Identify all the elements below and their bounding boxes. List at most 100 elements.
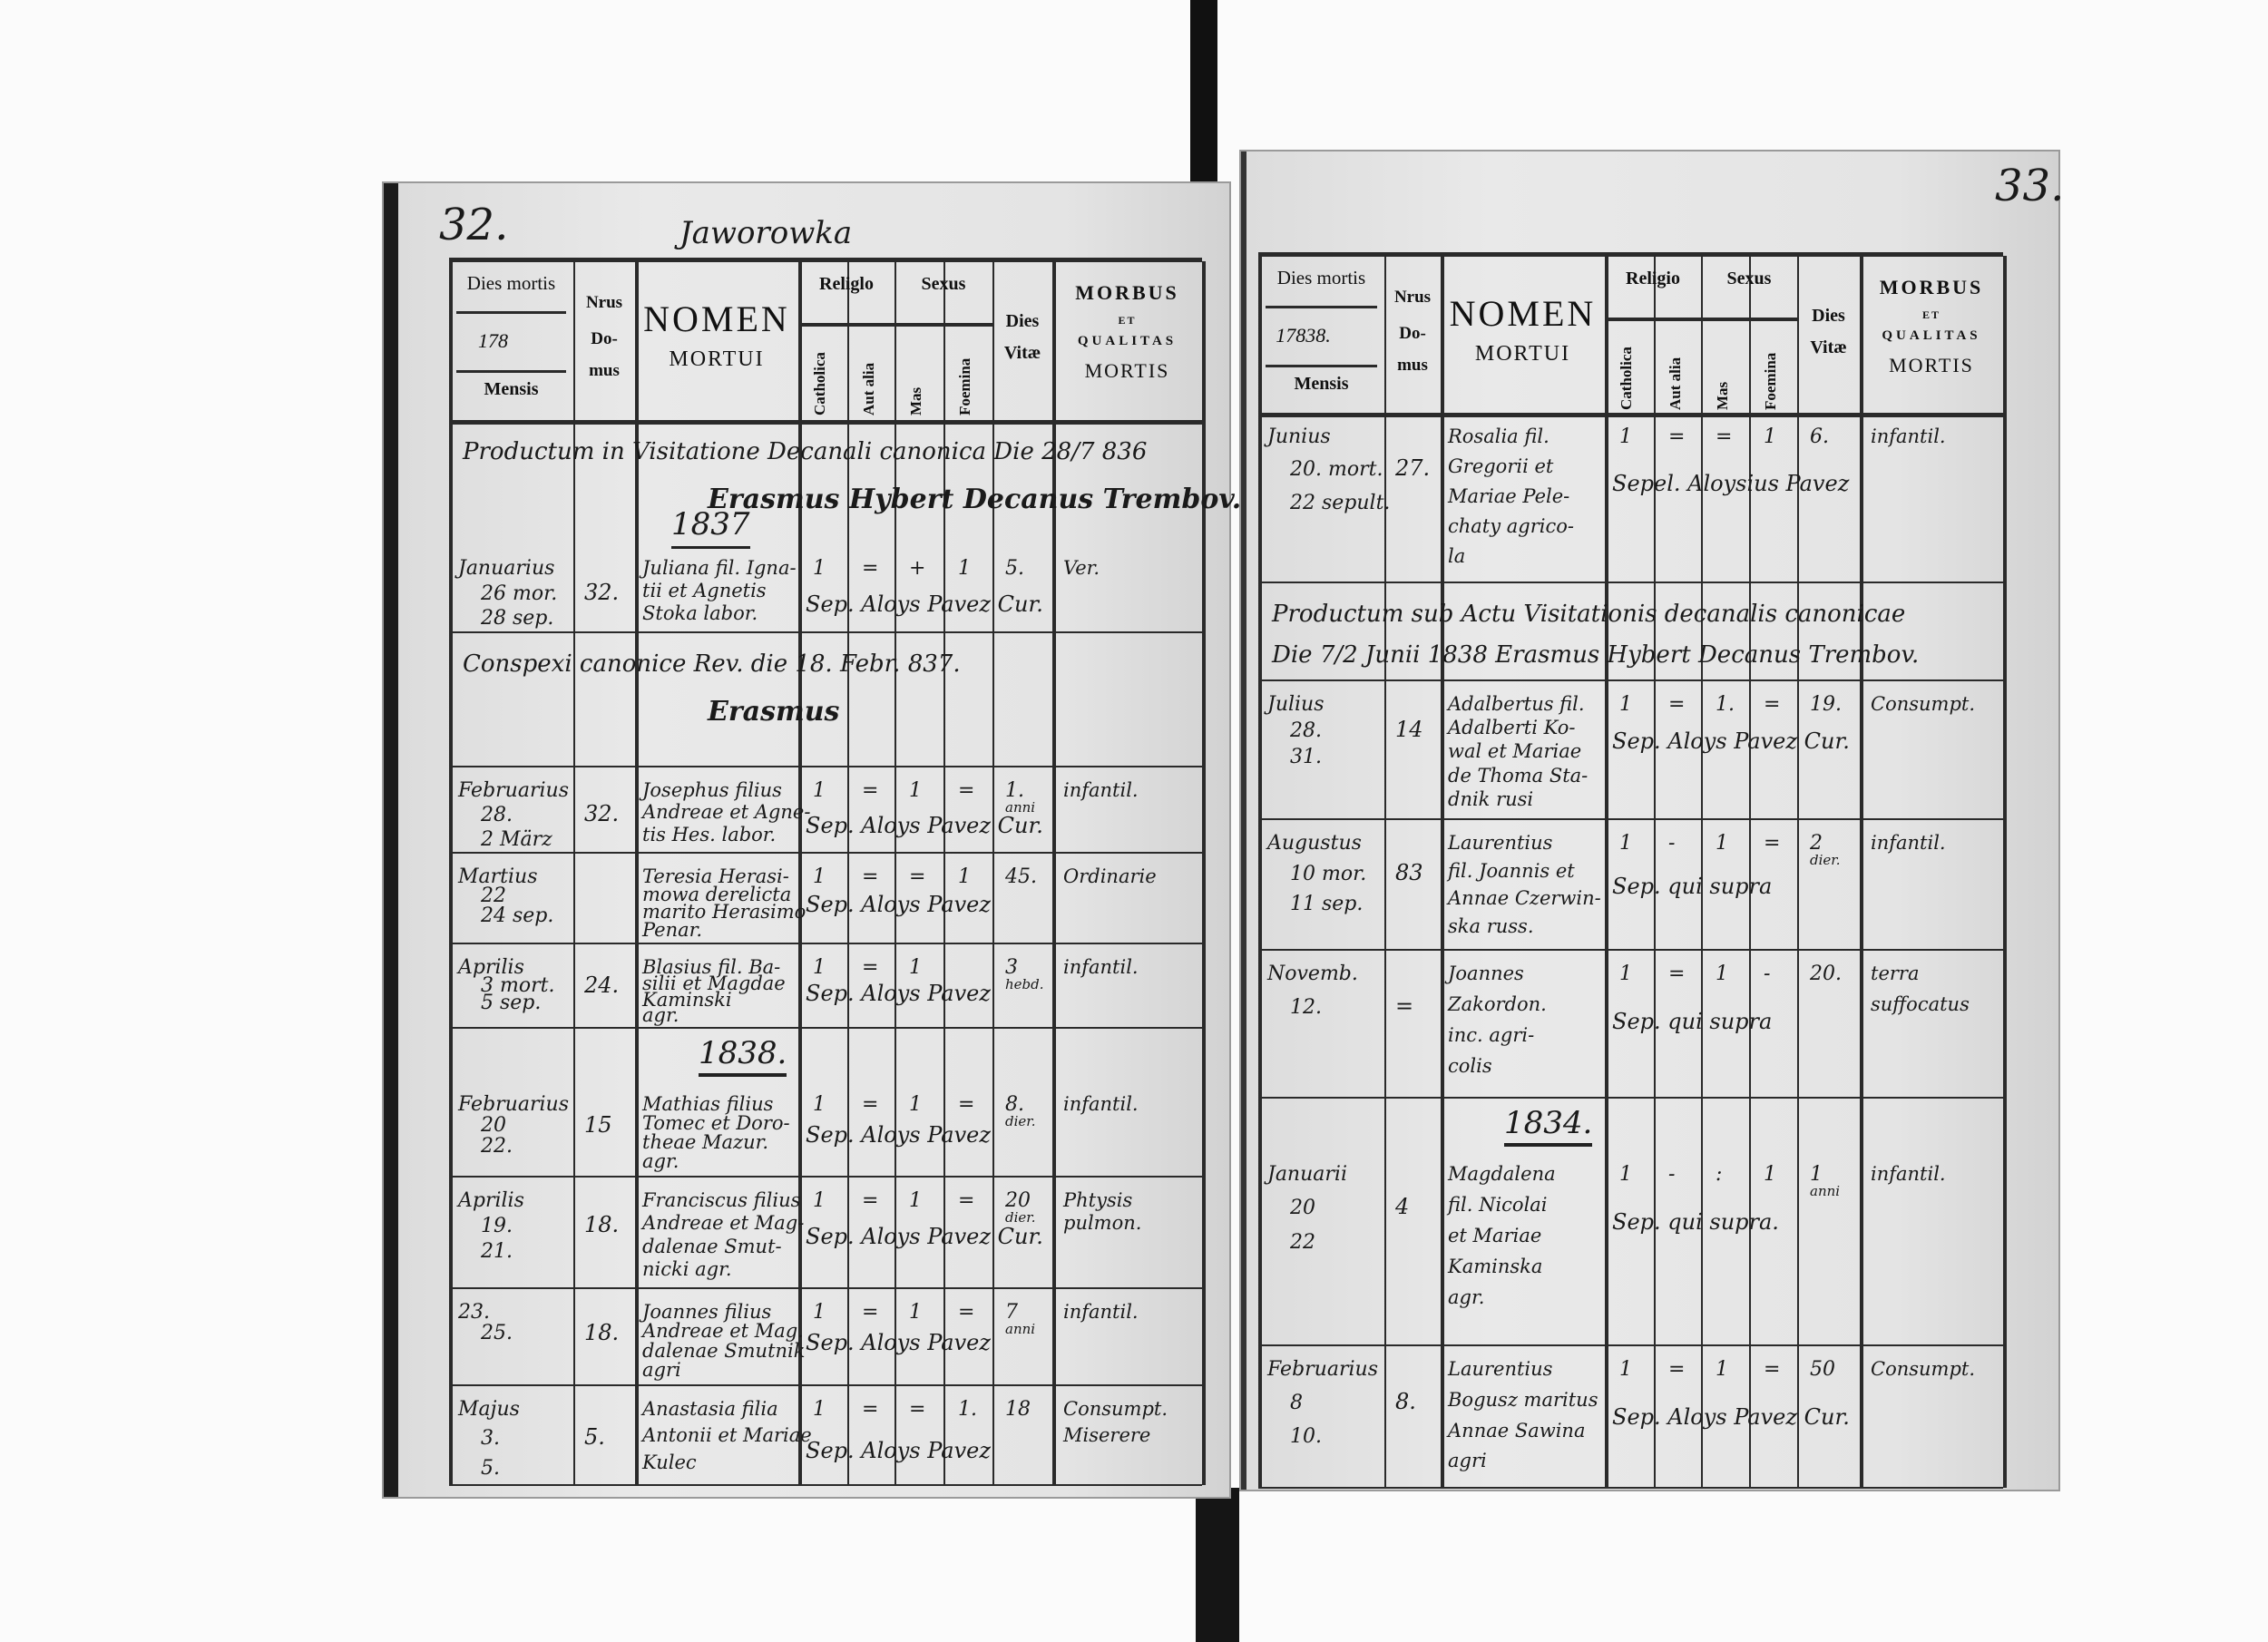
register-page-right: 33. Dies mortis 17838. Mensis Nrus Do-mus NOM…	[1241, 151, 2064, 1490]
mark-foemina: 1	[958, 865, 971, 888]
mark-foemina: =	[958, 1189, 975, 1212]
cause-of-death: infantil.	[1063, 1093, 1139, 1115]
date-of-death: Februarius	[458, 779, 569, 802]
age-at-death: 19.	[1810, 693, 1842, 716]
deceased-name: agr.	[1448, 1286, 1485, 1308]
burial-note: Sep. Aloys Pavez	[806, 1438, 992, 1463]
header-dies: Dies	[1005, 311, 1040, 331]
deceased-name: silii et Magdae	[642, 972, 786, 994]
header-vitae: Vitæ	[1810, 337, 1847, 357]
cause-of-death: suffocatus	[1871, 993, 1970, 1015]
mark-foemina: 1	[958, 557, 971, 580]
date-of-death: 23.	[458, 1301, 490, 1324]
deceased-name: Kaminski	[642, 988, 732, 1011]
deceased-name: Josephus filius	[642, 779, 782, 801]
row-divider	[449, 766, 1202, 767]
header-mus: mus	[589, 361, 620, 380]
header-do: Do-	[1399, 324, 1426, 343]
mark-foemina: =	[958, 779, 975, 802]
date-of-death: 10 mor.	[1290, 862, 1367, 885]
column-divider	[635, 261, 639, 1485]
deceased-name: wal et Mariae	[1448, 740, 1582, 763]
dies-mortis-rule	[456, 370, 566, 373]
header-morbus: MORBUS	[1879, 276, 1984, 298]
age-at-death: 45.	[1005, 865, 1037, 888]
header-top-rule	[449, 258, 1202, 262]
deceased-name: Andreae et Mag.	[642, 1320, 804, 1343]
mark-catholica: 1	[813, 1189, 826, 1212]
house-number: 4	[1395, 1194, 1410, 1219]
deceased-name: fil. Joannis et	[1448, 859, 1575, 882]
deceased-name: Penar.	[642, 918, 703, 941]
cause-of-death: infantil.	[1871, 832, 1946, 854]
header-mortis: MORTIS	[1889, 354, 1974, 376]
page-number: 32.	[439, 200, 509, 250]
year-marker: 1837	[671, 506, 750, 549]
cause-of-death: Ver.	[1063, 557, 1100, 579]
cause-of-death: Consumpt.	[1063, 1398, 1168, 1420]
row-divider	[449, 631, 1202, 633]
mark-foemina: =	[1764, 693, 1781, 716]
note-text: Conspexi canonice Rev. die 18. Febr. 837…	[463, 650, 961, 678]
deceased-name: dnik rusi	[1448, 787, 1534, 810]
deceased-name: Annae Sawina	[1448, 1419, 1586, 1442]
mark-mas: 1	[1716, 1358, 1728, 1381]
burial-note: Sep. Aloys Pavez Cur.	[806, 591, 1043, 617]
deceased-name: chaty agrico-	[1448, 515, 1575, 537]
note-text: Productum sub Actu Visitationis decanali…	[1272, 601, 1906, 628]
date-of-death: 19.	[481, 1214, 513, 1237]
burial-note: Sep. qui supra	[1612, 873, 1773, 899]
mark-foemina: =	[1764, 832, 1781, 855]
mark-catholica: 1	[813, 1093, 826, 1116]
mark-foemina: 1	[1764, 425, 1776, 448]
mark-foemina: -	[1764, 963, 1771, 985]
deceased-name: Kaminska	[1448, 1256, 1543, 1277]
mark-mas: 1.	[1716, 693, 1735, 716]
row-divider	[449, 852, 1202, 854]
date-of-death: 25.	[481, 1322, 513, 1345]
mark-mas: +	[909, 557, 926, 580]
date-of-death: 31.	[1290, 745, 1322, 768]
age-at-death: anni	[1810, 1183, 1841, 1199]
deceased-name: Andreae et Agne-	[642, 801, 811, 824]
header-mortui: MORTUI	[669, 347, 765, 371]
date-of-death: Februarius	[1267, 1358, 1378, 1381]
header-bottom-rule	[1258, 413, 2003, 417]
header-et: ET	[1118, 314, 1137, 327]
mark-mas: =	[1716, 425, 1733, 448]
house-number: 18.	[584, 1212, 620, 1238]
date-of-death: Januarius	[458, 557, 555, 580]
date-of-death: Augustus	[1267, 832, 1362, 855]
column-divider	[1797, 256, 1799, 1488]
mark-foemina: 1.	[958, 1398, 977, 1421]
note-text: Die 7/2 Junii 1838 Erasmus Hybert Decanu…	[1272, 641, 1920, 669]
year-marker: 1838.	[699, 1035, 787, 1077]
burial-note: Sep. qui supra.	[1612, 1209, 1779, 1235]
header-do: Do-	[591, 329, 618, 348]
house-number: 24.	[584, 972, 620, 998]
date-of-death: 2 März	[481, 827, 552, 851]
deceased-name: theae Mazur.	[642, 1131, 769, 1153]
mark-mas: 1	[909, 1093, 922, 1116]
header-catholica: Catholica	[1618, 347, 1635, 410]
deceased-name: Adalbertus fil.	[1448, 693, 1585, 715]
date-of-death: Aprilis	[458, 1189, 524, 1212]
mark-catholica: 1	[813, 779, 826, 802]
religio-sexus-divider	[894, 261, 896, 323]
bookmark-ribbon-top	[1190, 0, 1217, 191]
mark-catholica: 1	[813, 865, 826, 888]
deceased-name: dalenae Smutnik	[642, 1339, 806, 1362]
cause-of-death: infantil.	[1871, 425, 1946, 447]
date-of-death: 21.	[481, 1239, 513, 1263]
date-of-death: 3.	[481, 1427, 500, 1451]
column-divider	[1749, 256, 1751, 1488]
signature: Erasmus	[708, 696, 840, 728]
deceased-name: Anastasia filia	[642, 1398, 778, 1420]
header-aut-alia: Aut alia	[1667, 357, 1684, 410]
burial-note: Sep. Aloys Pavez	[806, 980, 992, 1006]
row-divider	[1258, 582, 2003, 583]
burial-note: Sep. Aloys Pavez	[806, 892, 992, 918]
house-number: 8.	[1395, 1388, 1416, 1414]
column-divider	[1384, 256, 1386, 1488]
header-mensis: Mensis	[1294, 374, 1349, 394]
